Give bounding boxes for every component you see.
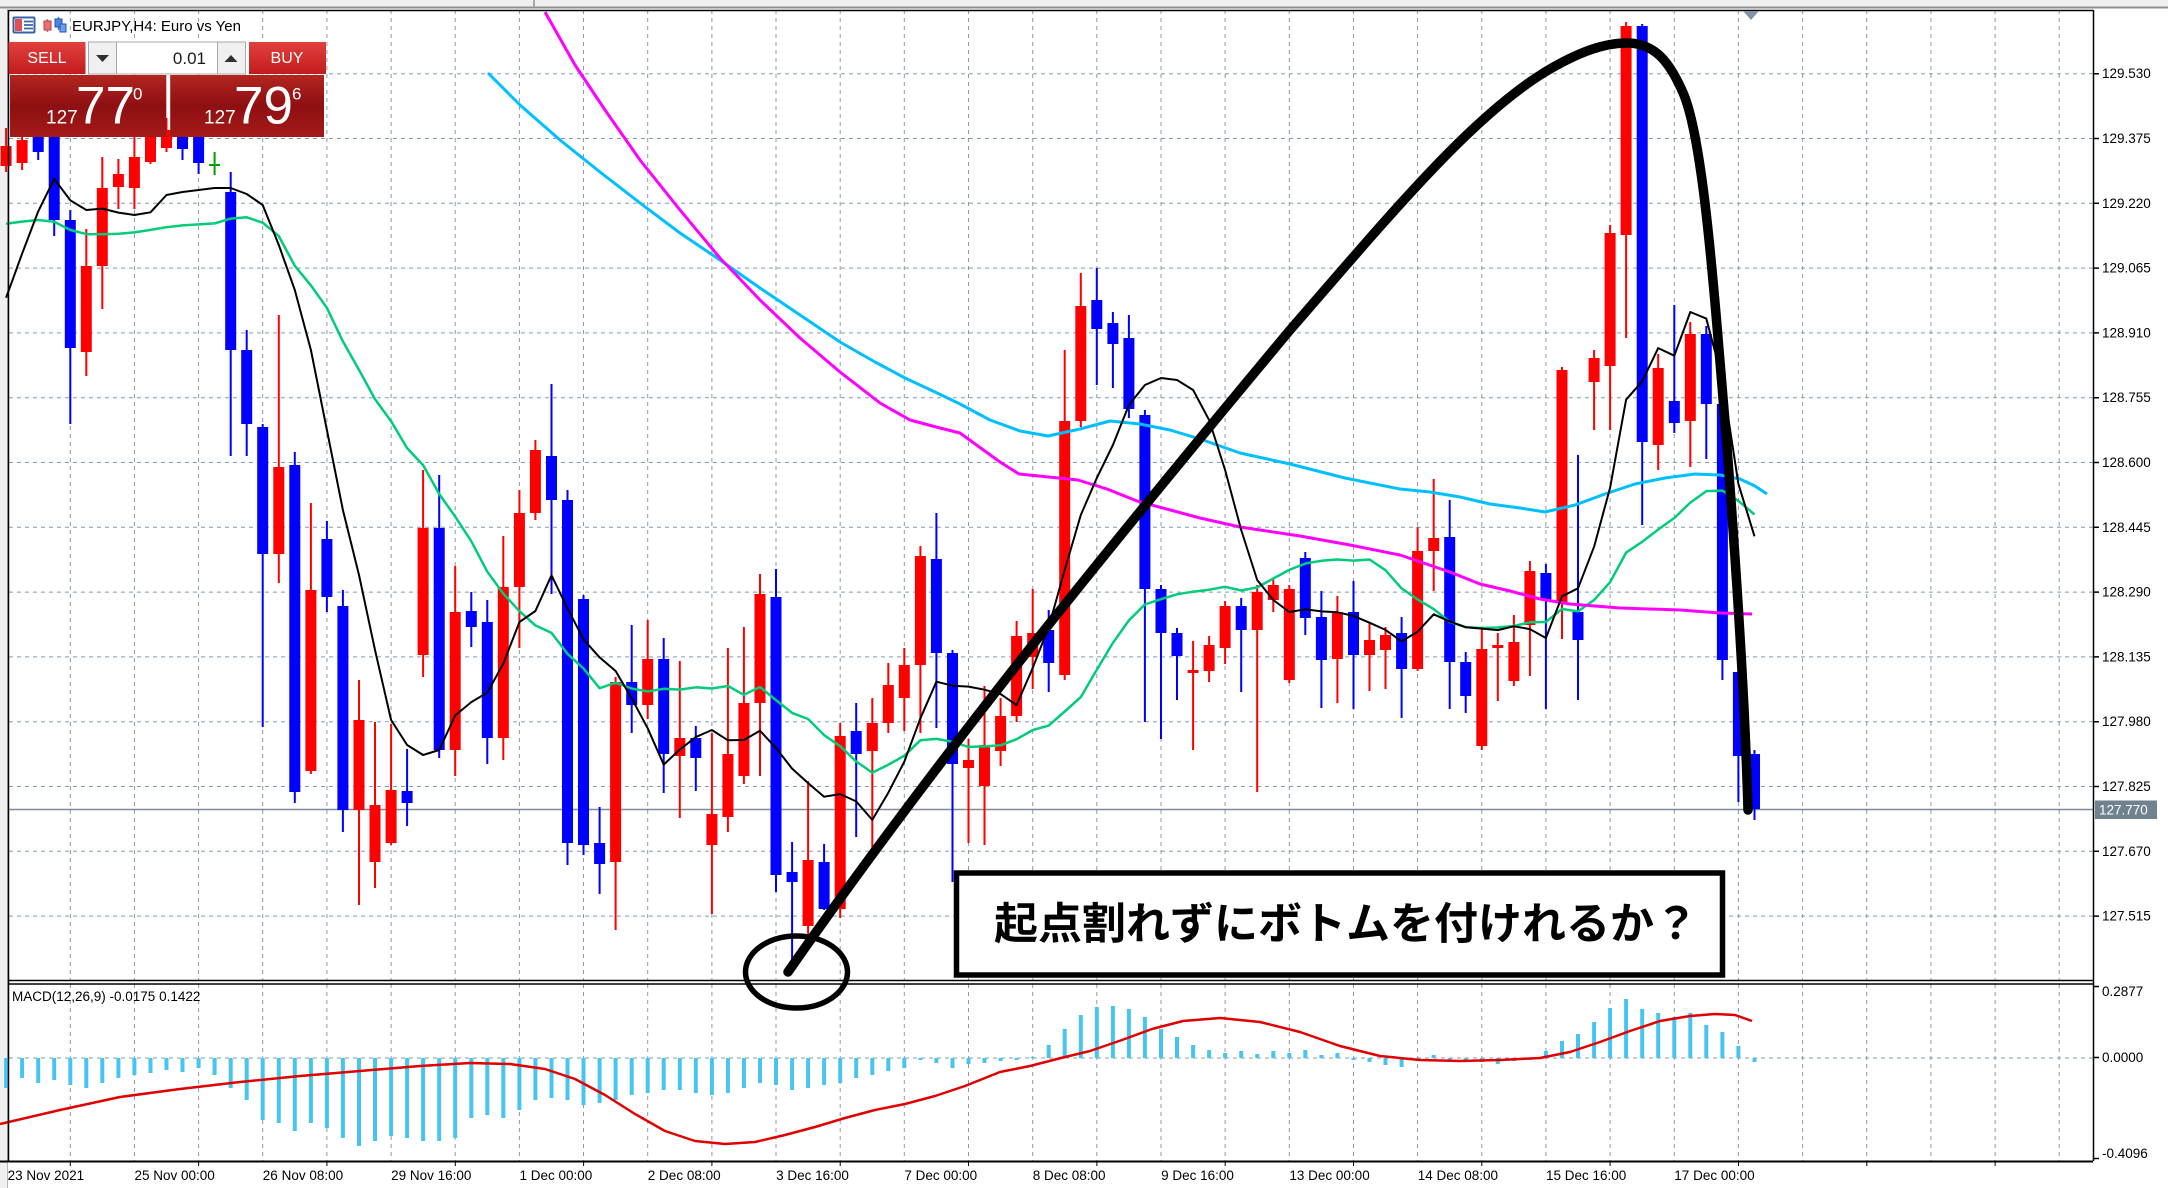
svg-text:129.530: 129.530 [2102,66,2151,81]
svg-text:BUY: BUY [271,50,304,67]
svg-text:128.910: 128.910 [2102,325,2151,340]
svg-text:-0.4096: -0.4096 [2102,1146,2148,1161]
svg-text:129.220: 129.220 [2102,196,2151,211]
svg-text:13 Dec 00:00: 13 Dec 00:00 [1289,1168,1369,1183]
svg-text:127.825: 127.825 [2102,779,2151,794]
svg-text:128.290: 128.290 [2102,585,2151,600]
svg-text:6: 6 [292,85,301,104]
svg-text:SELL: SELL [27,50,66,67]
svg-text:79: 79 [234,77,293,136]
svg-text:15 Dec 16:00: 15 Dec 16:00 [1546,1168,1626,1183]
svg-text:128.445: 128.445 [2102,520,2151,535]
svg-text:0.0000: 0.0000 [2102,1050,2143,1065]
svg-text:29 Nov 16:00: 29 Nov 16:00 [391,1168,471,1183]
svg-text:MACD(12,26,9) -0.0175 0.1422: MACD(12,26,9) -0.0175 0.1422 [12,989,200,1004]
svg-text:8 Dec 08:00: 8 Dec 08:00 [1033,1168,1106,1183]
svg-text:26 Nov 08:00: 26 Nov 08:00 [263,1168,343,1183]
svg-text:EURJPY,H4: Euro vs Yen: EURJPY,H4: Euro vs Yen [72,18,241,35]
svg-text:3 Dec 16:00: 3 Dec 16:00 [776,1168,849,1183]
svg-text:128.755: 128.755 [2102,390,2151,405]
svg-text:129.065: 129.065 [2102,261,2151,276]
svg-text:127: 127 [204,108,236,129]
svg-text:128.600: 128.600 [2102,455,2151,470]
svg-text:127.980: 127.980 [2102,714,2151,729]
svg-text:1 Dec 00:00: 1 Dec 00:00 [520,1168,593,1183]
svg-text:0: 0 [133,85,142,104]
svg-text:9 Dec 16:00: 9 Dec 16:00 [1161,1168,1234,1183]
svg-text:25 Nov 00:00: 25 Nov 00:00 [135,1168,215,1183]
svg-text:127.770: 127.770 [2099,803,2148,818]
svg-text:17 Dec 00:00: 17 Dec 00:00 [1674,1168,1754,1183]
svg-text:127: 127 [46,108,78,129]
svg-text:0.2877: 0.2877 [2102,984,2143,999]
svg-text:128.135: 128.135 [2102,649,2151,664]
svg-text:7 Dec 00:00: 7 Dec 00:00 [904,1168,977,1183]
svg-text:129.375: 129.375 [2102,131,2151,146]
svg-text:127.670: 127.670 [2102,844,2151,859]
svg-text:77: 77 [76,77,135,136]
svg-text:0.01: 0.01 [173,49,206,68]
svg-text:2 Dec 08:00: 2 Dec 08:00 [648,1168,721,1183]
svg-text:14 Dec 08:00: 14 Dec 08:00 [1418,1168,1498,1183]
svg-text:127.515: 127.515 [2102,909,2151,924]
svg-text:23 Nov 2021: 23 Nov 2021 [8,1168,85,1183]
